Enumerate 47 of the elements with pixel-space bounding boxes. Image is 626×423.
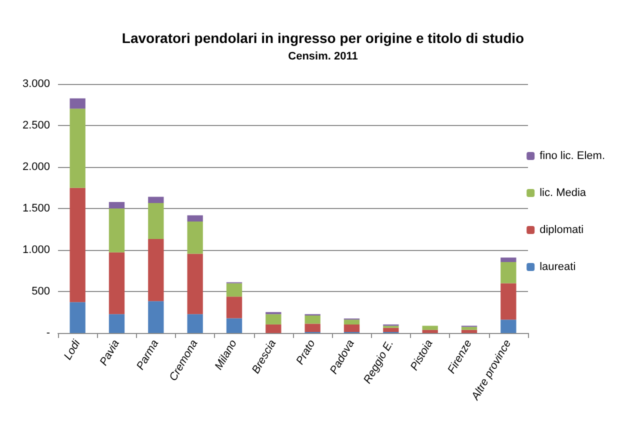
- bar: [461, 326, 478, 330]
- bar: [500, 283, 516, 320]
- legend-label: fino lic. Elem.: [540, 150, 606, 162]
- bar: [70, 302, 86, 333]
- bar: [500, 258, 516, 262]
- bar: [187, 222, 203, 254]
- bar: [70, 108, 86, 188]
- bar: [226, 318, 242, 333]
- legend-label: laureati: [540, 261, 576, 273]
- bar: [187, 254, 203, 314]
- bar: [70, 188, 86, 302]
- chart-subtitle: Censim. 2011: [288, 50, 358, 62]
- bar: [108, 252, 125, 314]
- bar: [187, 314, 203, 333]
- bar: [148, 196, 164, 204]
- bar: [422, 330, 438, 333]
- bar: [383, 328, 399, 332]
- legend-label: diplomati: [540, 224, 584, 236]
- bar: [226, 296, 242, 318]
- y-tick-label: 2.000: [22, 161, 50, 173]
- bar: [266, 324, 282, 333]
- y-tick-label: 1.500: [22, 202, 50, 214]
- bar: [108, 208, 125, 252]
- bar: [226, 283, 242, 297]
- bar: [108, 314, 125, 333]
- y-tick-label: -: [46, 327, 50, 339]
- y-tick-label: 500: [32, 286, 50, 298]
- bar: [500, 262, 516, 284]
- bar: [344, 320, 360, 324]
- y-tick-label: 1.000: [22, 244, 50, 256]
- legend-label: lic. Media: [540, 187, 587, 199]
- bar: [304, 315, 320, 324]
- bar: [70, 98, 86, 109]
- bar: [304, 324, 320, 332]
- bar: [148, 203, 164, 240]
- bar: [187, 215, 203, 222]
- bar: [266, 314, 282, 324]
- y-tick-label: 3.000: [22, 78, 50, 90]
- bar: [500, 320, 516, 333]
- bar: [108, 202, 125, 208]
- bar: [344, 324, 360, 332]
- bar: [148, 239, 164, 302]
- bar: [148, 301, 164, 333]
- y-tick-label: 2.500: [22, 120, 50, 132]
- bar: [461, 330, 478, 333]
- chart-title: Lavoratori pendolari in ingresso per origine e titolo di studio: [122, 30, 524, 46]
- bar: [422, 326, 438, 330]
